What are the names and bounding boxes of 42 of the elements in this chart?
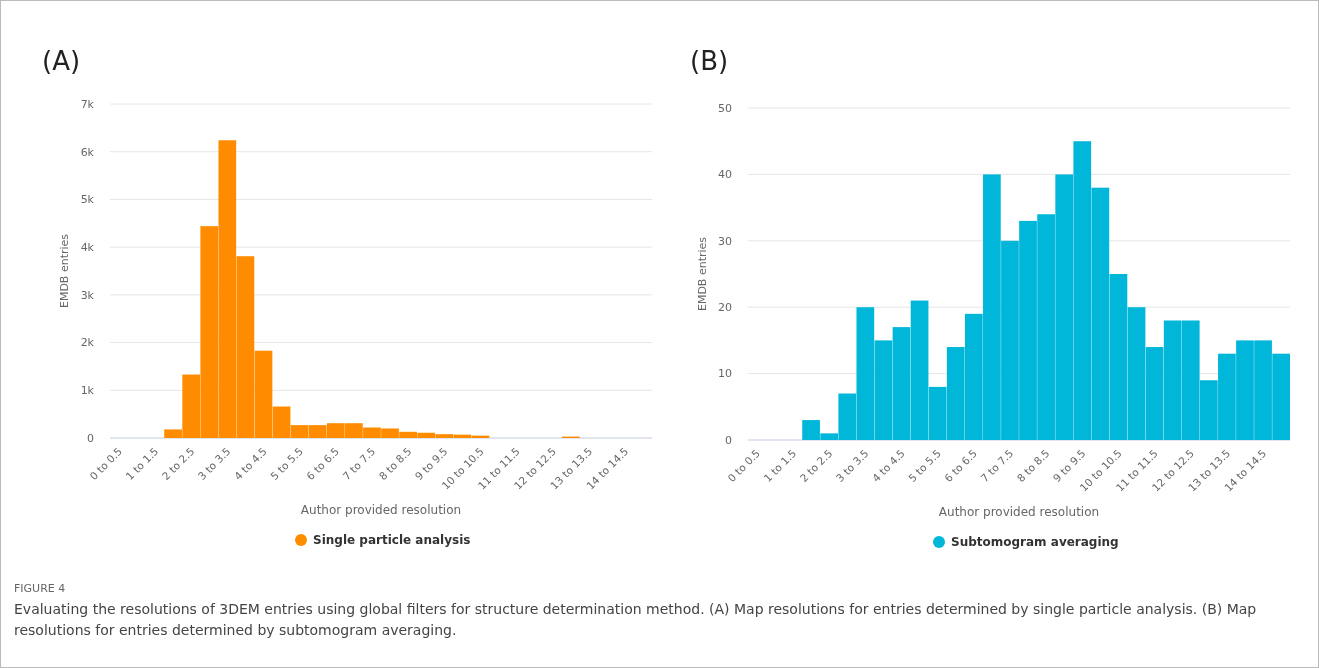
y-tick-label: 20 (718, 301, 732, 315)
x-tick-label: 5 to 5.5 (267, 444, 306, 483)
x-tick-label: 4 to 4.5 (231, 444, 269, 483)
x-axis-title: Author provided resolution (938, 505, 1100, 519)
y-tick-label: 6k (80, 145, 95, 159)
caption: FIGURE 4 (14, 582, 67, 595)
y-tick-label: 3k (80, 288, 95, 302)
x-tick-label: 6 to 6.5 (942, 446, 980, 485)
x-tick-label: 6 to 6.5 (304, 444, 342, 483)
x-tick-label: 7 to 7.5 (978, 446, 1016, 485)
x-tick-label: 1 to 1.5 (761, 446, 799, 485)
legend-label: Single particle analysis (313, 533, 471, 547)
y-tick-label: 0 (87, 431, 94, 445)
y-tick-label: 40 (718, 168, 732, 182)
y-tick-label: 7k (80, 97, 95, 111)
y-tick-label: 2k (80, 336, 95, 350)
y-tick-label: 30 (718, 234, 732, 248)
y-tick-label: 5k (80, 193, 95, 207)
x-tick-label: 8 to 8.5 (376, 444, 414, 483)
x-axis-title: Author provided resolution (300, 503, 462, 517)
x-tick-label: 0 to 0.5 (87, 444, 125, 483)
x-tick-label: 3 to 3.5 (833, 446, 871, 485)
x-tick-label: 0 to 0.5 (725, 446, 763, 485)
x-tick-label: 7 to 7.5 (340, 444, 378, 483)
y-tick-label: 50 (718, 101, 732, 115)
x-tick-label: 4 to 4.5 (869, 446, 907, 485)
y-axis-title: EMDB entries (58, 233, 71, 309)
x-tick-label: 2 to 2.5 (159, 444, 197, 483)
legend-label: Subtomogram averaging (951, 535, 1119, 549)
y-tick-label: 1k (80, 384, 95, 398)
x-tick-label: 8 to 8.5 (1014, 446, 1052, 485)
chart-title: (A) (42, 46, 81, 76)
x-tick-label: 5 to 5.5 (905, 446, 944, 485)
y-tick-label: 4k (80, 240, 95, 254)
y-tick-label: 0 (725, 433, 732, 447)
x-tick-label: 3 to 3.5 (195, 444, 233, 483)
x-tick-label: 1 to 1.5 (123, 444, 161, 483)
text: Evaluating the resolutions of 3DEM entries using global filters for structure determination method. (A) Map resolutions for entries determined by single particle analysis. (B) Map resolutions for entries determined by subtomogram averaging. (14, 600, 1258, 640)
x-tick-label: 2 to 2.5 (797, 446, 835, 485)
chart-title: (B) (690, 46, 729, 76)
y-axis-title: EMDB entries (696, 236, 709, 312)
y-tick-label: 10 (718, 367, 732, 381)
